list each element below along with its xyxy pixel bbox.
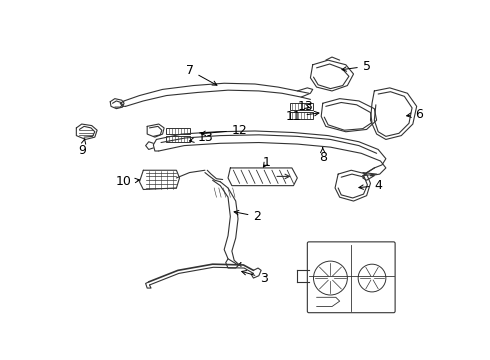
Text: 6: 6 [407, 108, 423, 121]
Text: 5: 5 [342, 60, 371, 73]
Text: 12: 12 [201, 124, 247, 137]
Text: 8: 8 [318, 148, 327, 164]
Text: 13: 13 [190, 131, 213, 144]
Text: 10: 10 [116, 175, 140, 188]
Text: 2: 2 [234, 210, 261, 223]
Text: 11: 11 [286, 110, 319, 123]
Text: 3: 3 [242, 271, 268, 284]
Text: 1: 1 [263, 156, 270, 169]
Bar [167, 136, 190, 142]
Text: 13: 13 [297, 100, 313, 113]
Text: 4: 4 [359, 179, 382, 192]
Bar [290, 103, 313, 110]
Bar [290, 112, 313, 120]
Text: 7: 7 [186, 64, 217, 85]
Bar [167, 128, 190, 134]
Text: 9: 9 [78, 139, 86, 157]
